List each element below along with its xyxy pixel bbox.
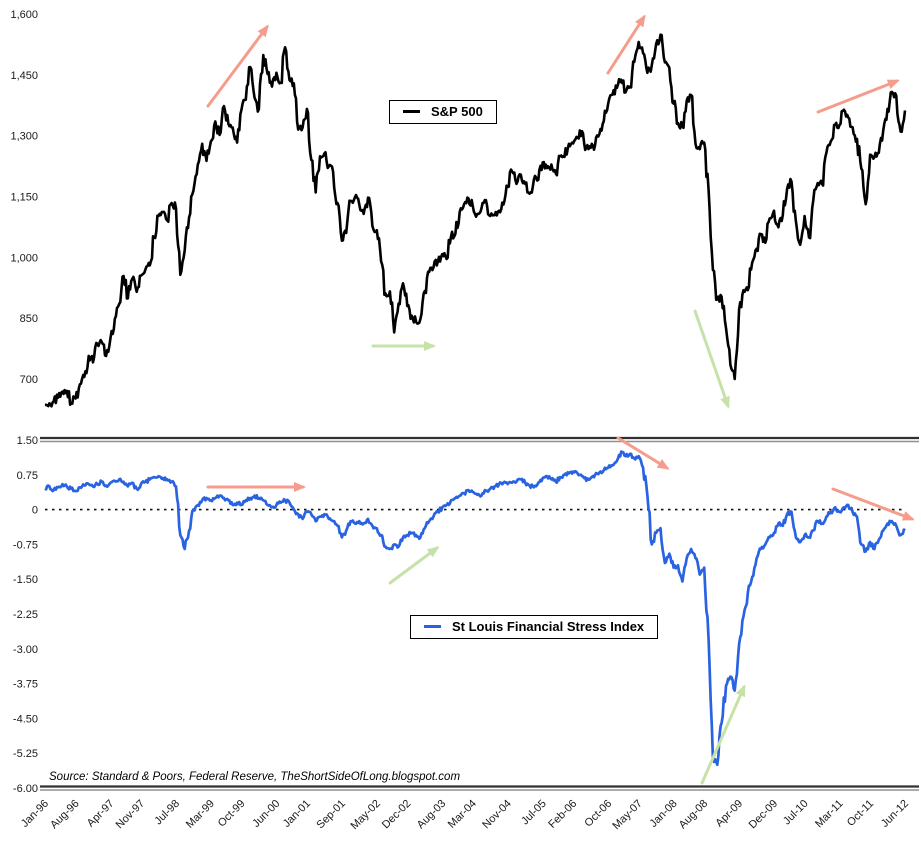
x-tick-label: Oct-11 <box>845 798 876 829</box>
salmon-trend-arrow <box>616 436 670 470</box>
x-tick-label: Oct-06 <box>582 798 614 830</box>
x-tick-label: Dec-02 <box>380 798 414 832</box>
x-tick-label: Jul-05 <box>519 798 549 828</box>
x-tick-label: Jun-00 <box>250 798 282 830</box>
y-tick-label: 850 <box>20 313 38 325</box>
x-tick-label: Jun-12 <box>879 798 911 830</box>
x-tick-label: Jan-08 <box>647 798 679 830</box>
x-tick-label: Nov-97 <box>114 798 148 832</box>
y-tick-label: 1,150 <box>10 192 38 204</box>
x-tick-label: Apr-97 <box>85 798 117 830</box>
x-tick-label: Apr-09 <box>713 798 745 830</box>
x-tick-label: Mar-99 <box>184 798 217 831</box>
source-note: Source: Standard & Poors, Federal Reserv… <box>49 771 461 783</box>
y-tick-label: 0.75 <box>17 470 38 482</box>
x-tick-label: Aug-03 <box>415 798 449 832</box>
fsi-y-axis: 1.50 0.75 0 -0.75 -1.50 -2.25 -3.00 -3.75 -4.50 -… <box>13 435 38 795</box>
green-trend-arrow <box>388 546 440 585</box>
fsi-line-swatch <box>424 625 441 628</box>
x-tick-label: Jul-10 <box>781 798 811 828</box>
x-tick-label: Aug-08 <box>677 798 711 832</box>
legend-fsi-label: St Louis Financial Stress Index <box>452 619 645 634</box>
sp500-line-swatch <box>403 110 420 113</box>
y-tick-label: 1,600 <box>10 9 38 21</box>
y-tick-label: 1,300 <box>10 131 38 143</box>
x-tick-label: Jan-96 <box>19 798 51 830</box>
x-tick-label: Oct-99 <box>216 798 248 830</box>
salmon-trend-arrow <box>206 24 269 108</box>
y-tick-label: -1.50 <box>13 574 38 586</box>
salmon-trend-arrow <box>816 79 900 114</box>
x-tick-label: Aug-96 <box>48 798 82 832</box>
x-tick-label: Dec-09 <box>747 798 781 832</box>
sp500-y-axis: 1,600 1,450 1,300 1,150 1,000 850 700 <box>10 9 38 386</box>
legend-sp500: S&P 500 <box>389 100 497 124</box>
fsi-line <box>44 450 906 767</box>
x-tick-label: Nov-04 <box>480 798 514 832</box>
x-tick-label: Sep-01 <box>314 798 348 832</box>
y-tick-label: 1.50 <box>17 435 38 447</box>
salmon-trend-arrow <box>831 487 915 521</box>
y-tick-label: 1,000 <box>10 252 38 264</box>
y-tick-label: -2.25 <box>13 609 38 621</box>
y-tick-label: -5.25 <box>13 748 38 760</box>
y-tick-label: 0 <box>32 505 38 517</box>
x-tick-label: May-02 <box>348 798 382 832</box>
x-tick-label: May-07 <box>610 798 644 832</box>
x-tick-label: Mar-04 <box>446 798 479 831</box>
y-tick-label: -6.00 <box>13 783 38 795</box>
y-tick-label: 700 <box>20 374 38 386</box>
legend-sp500-label: S&P 500 <box>431 104 483 119</box>
green-trend-arrow <box>693 309 730 409</box>
x-tick-label: Mar-11 <box>813 798 846 831</box>
y-tick-label: -0.75 <box>13 539 38 551</box>
y-tick-label: 1,450 <box>10 70 38 82</box>
x-tick-label: Jan-01 <box>281 798 313 830</box>
y-tick-label: -3.75 <box>13 679 38 691</box>
green-trend-arrow <box>700 684 746 785</box>
y-tick-label: -4.50 <box>13 713 38 725</box>
salmon-trend-arrow <box>606 14 646 75</box>
sp500-line <box>44 33 907 408</box>
legend-fsi: St Louis Financial Stress Index <box>410 615 659 639</box>
y-tick-label: -3.00 <box>13 644 38 656</box>
x-tick-label: Jul-98 <box>152 798 182 828</box>
x-tick-label: Feb-06 <box>546 798 579 831</box>
